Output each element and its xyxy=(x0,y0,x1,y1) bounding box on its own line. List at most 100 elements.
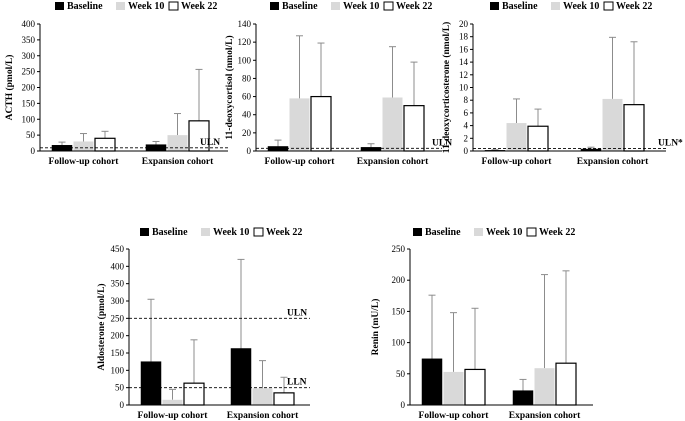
bar-week-10 xyxy=(289,98,310,151)
legend-label: Week 10 xyxy=(213,227,249,238)
x-tick-label: Expansion cohort xyxy=(509,411,581,421)
y-tick-label: 250 xyxy=(22,67,36,77)
reference-line-label: ULN xyxy=(287,308,307,318)
y-tick-label: 50 xyxy=(396,369,406,379)
y-tick-label: 0 xyxy=(31,146,36,156)
x-tick-label: Expansion cohort xyxy=(227,411,299,421)
legend-swatch xyxy=(490,2,499,10)
legend-label: Week 10 xyxy=(486,227,522,238)
bar-week-22 xyxy=(94,137,116,152)
legend-label: Week 10 xyxy=(128,1,164,12)
chart-panel-2: Baseline Week 10 Week 22 0 20 40 60 80 100 120 140… xyxy=(224,1,452,167)
chart-panel-3: Baseline Week 10 Week 22 0 2 4 6 8 10 12 14 16 18 20 1… xyxy=(441,1,683,167)
legend-label: Week 22 xyxy=(266,227,302,238)
y-axis-label: ACTH (pmol/L) xyxy=(4,55,15,121)
y-tick-label: 20 xyxy=(459,19,469,29)
y-axis-label: 11-deoxycortisol (nmol/L) xyxy=(224,35,235,139)
bar-week-10 xyxy=(167,135,188,151)
legend-label: Week 22 xyxy=(539,227,575,238)
bar-week-22 xyxy=(273,392,295,406)
y-tick-label: 12 xyxy=(459,70,468,80)
bar-week-10 xyxy=(382,97,403,151)
y-tick-label: 80 xyxy=(242,73,252,83)
x-tick-label: Follow-up cohort xyxy=(49,157,120,167)
y-tick-label: 0 xyxy=(464,146,469,156)
y-tick-label: 4 xyxy=(464,121,469,131)
legend-label: Week 10 xyxy=(563,1,599,12)
y-tick-label: 200 xyxy=(111,331,125,341)
y-axis-label: Aldosterone (pmol/L) xyxy=(96,283,107,370)
bar-baseline xyxy=(267,146,289,152)
legend: Baseline Week 10 Week 22 xyxy=(490,1,652,12)
bar-baseline xyxy=(421,358,443,406)
bar-week-10 xyxy=(443,371,464,405)
legend-swatch xyxy=(253,227,264,237)
legend-swatch xyxy=(526,227,537,237)
bar-week-22 xyxy=(527,125,549,152)
legend: Baseline Week 10 Week 22 xyxy=(55,1,217,12)
y-tick-label: 150 xyxy=(392,306,406,316)
legend-label: Week 22 xyxy=(181,1,217,12)
legend-swatch xyxy=(603,1,614,11)
legend-label: Week 22 xyxy=(616,1,652,12)
x-tick-label: Follow-up cohort xyxy=(419,411,490,421)
y-tick-label: 200 xyxy=(22,83,36,93)
y-tick-label: 100 xyxy=(111,365,125,375)
x-tick-label: Follow-up cohort xyxy=(265,157,336,167)
y-tick-label: 40 xyxy=(242,110,252,120)
bar-week-10 xyxy=(73,141,94,151)
reference-line-label: LLN xyxy=(287,378,307,388)
y-tick-label: 0 xyxy=(120,400,125,410)
legend: Baseline Week 10 Week 22 xyxy=(140,227,302,238)
reference-line-label: ULN xyxy=(432,138,452,148)
y-axis-label: 11-deoxycorticosterone (nmol/L) xyxy=(441,22,452,153)
bar-week-10 xyxy=(252,388,273,405)
y-tick-label: 0 xyxy=(247,146,252,156)
bar-week-22 xyxy=(310,95,332,152)
y-tick-label: 16 xyxy=(459,44,469,54)
y-tick-label: 6 xyxy=(464,108,469,118)
bar-week-10 xyxy=(534,368,555,405)
legend-swatch xyxy=(474,228,483,236)
chart-panel-4: Baseline Week 10 Week 22 0 50 100 150 200 250 300… xyxy=(96,227,310,421)
legend-swatch xyxy=(140,228,149,236)
reference-line-label: ULN* xyxy=(658,138,683,148)
reference-line-label: ULN xyxy=(200,138,220,148)
y-tick-label: 100 xyxy=(22,114,36,124)
legend-swatch xyxy=(201,228,210,236)
legend-label: Baseline xyxy=(152,227,188,238)
y-tick-label: 150 xyxy=(111,348,125,358)
y-tick-label: 0 xyxy=(401,400,406,410)
bar-week-10 xyxy=(602,98,623,151)
bar-week-10 xyxy=(162,399,183,405)
y-tick-label: 250 xyxy=(111,313,125,323)
y-tick-label: 400 xyxy=(22,19,36,29)
y-tick-label: 200 xyxy=(392,275,406,285)
y-tick-label: 400 xyxy=(111,261,125,271)
bar-week-22 xyxy=(623,104,645,152)
legend-swatch xyxy=(270,2,279,10)
y-tick-label: 300 xyxy=(22,51,36,61)
y-tick-label: 100 xyxy=(392,338,406,348)
y-tick-label: 60 xyxy=(242,92,252,102)
y-axis-label: Renin (mU/L) xyxy=(370,299,381,356)
y-tick-label: 18 xyxy=(459,32,469,42)
bar-baseline xyxy=(230,348,252,406)
bar-baseline xyxy=(140,361,162,406)
legend-swatch xyxy=(551,2,560,10)
y-tick-label: 20 xyxy=(242,128,252,138)
y-tick-label: 150 xyxy=(22,98,36,108)
y-tick-label: 140 xyxy=(238,19,252,29)
legend: Baseline Week 10 Week 22 xyxy=(413,227,575,238)
bar-week-10 xyxy=(506,123,527,151)
y-tick-label: 8 xyxy=(464,95,469,105)
y-tick-label: 14 xyxy=(459,57,469,67)
x-tick-label: Expansion cohort xyxy=(577,157,649,167)
legend: Baseline Week 10 Week 22 xyxy=(270,1,432,12)
y-tick-label: 120 xyxy=(238,37,252,47)
y-tick-label: 350 xyxy=(22,35,36,45)
y-tick-label: 450 xyxy=(111,244,125,254)
x-tick-label: Expansion cohort xyxy=(142,157,214,167)
bar-week-22 xyxy=(464,368,486,406)
